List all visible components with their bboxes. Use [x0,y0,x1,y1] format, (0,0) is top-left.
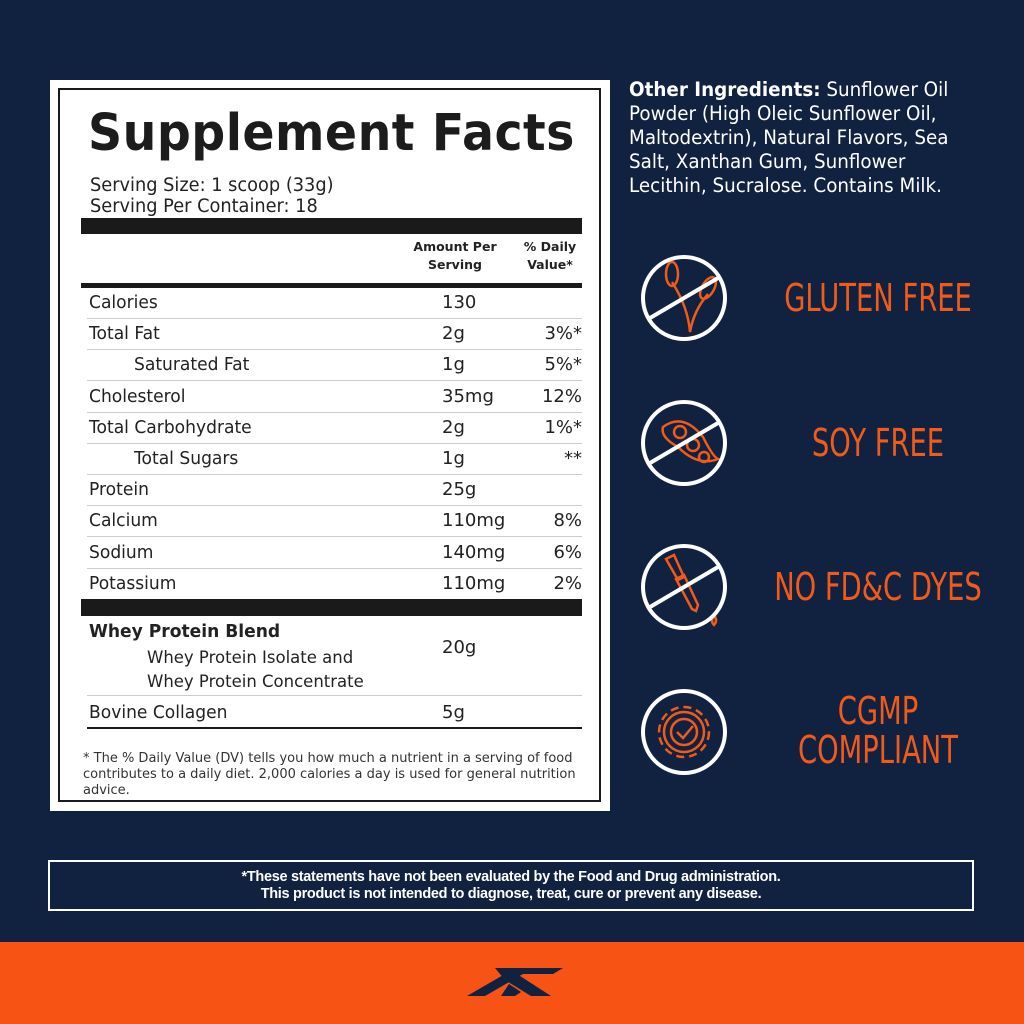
other-label: Other Ingredients: [629,78,821,101]
nutrient-amount: 2g [442,323,465,345]
nutrient-name: Total Fat [89,323,160,345]
nutrient-row: Protein 25g [87,475,582,507]
nutrient-dv: 6% [553,541,582,563]
collagen-name: Bovine Collagen [89,702,228,723]
nutrient-name: Protein [89,479,149,501]
col-amount: Amount Per Serving [413,239,497,272]
disclaimer-line2: This product is not intended to diagnose… [260,886,762,902]
thick-divider [81,599,582,616]
servings-per-container: Serving Per Container: 18 [90,196,318,217]
nutrient-row: Saturated Fat 1g 5%* [87,350,582,382]
nutrient-amount: 25g [442,479,477,501]
blend-sub1: Whey Protein Isolate and [147,648,354,667]
nutrient-dv: ** [564,448,582,469]
nutrient-name: Saturated Fat [134,354,250,376]
fda-disclaimer: *These statements have not been evaluate… [48,860,974,911]
no-soy-icon [641,400,727,486]
badge-no-dyes: NO FD&C DYES [638,541,998,631]
nutrient-row: Calcium 110mg 8% [87,506,582,538]
badge-label: CGMP COMPLIANT [798,689,958,772]
badge-label: NO FD&C DYES [774,565,982,609]
badge-cgmp: CGMP COMPLIANT [638,686,998,776]
facts-border: Supplement Facts Serving Size: 1 scoop (… [58,88,601,802]
nutrient-row: Cholesterol 35mg 12% [87,382,582,413]
no-wheat-icon [641,255,727,341]
badge-gluten-free: GLUTEN FREE [638,252,998,342]
collagen-amount: 5g [442,702,465,723]
blend-sub2: Whey Protein Concentrate [147,672,364,691]
facts-title: Supplement Facts [88,104,575,163]
nutrient-name: Calories [89,292,158,313]
blend-amount: 20g [442,637,477,658]
collagen-row: Bovine Collagen 5g [87,698,582,729]
blend-row: Whey Protein Blend Whey Protein Isolate … [87,621,582,696]
nutrient-dv: 1%* [544,416,582,438]
badge-soy-free: SOY FREE [638,397,998,487]
nutrient-row: Total Sugars 1g ** [87,444,582,475]
badge-label: GLUTEN FREE [784,276,972,320]
reebok-logo [467,968,563,996]
disclaimer-line1: *These statements have not been evaluate… [241,869,781,885]
nutrient-amount: 110mg [442,510,506,532]
gear-check-icon [641,689,727,775]
other-ingredients: Other Ingredients: Sunflower Oil Powder … [629,78,977,198]
nutrient-amount: 110mg [442,572,506,594]
footnote: * The % Daily Value (DV) tells you how m… [83,751,576,798]
nutrient-name: Potassium [89,572,177,594]
nutrient-name: Total Carbohydrate [89,416,252,438]
brand-band [0,942,1024,1024]
nutrient-dv: 12% [541,385,582,407]
supplement-facts-panel: Supplement Facts Serving Size: 1 scoop (… [50,80,610,811]
nutrient-name: Calcium [89,510,158,532]
thick-divider [81,218,582,234]
nutrient-row: Total Fat 2g 3%* [87,319,582,351]
nutrient-row: Total Carbohydrate 2g 1%* [87,413,582,444]
nutrient-row: Sodium 140mg 6% [87,538,582,569]
nutrient-dv: 5%* [544,354,582,376]
nutrient-dv: 8% [553,510,582,532]
serving-size: Serving Size: 1 scoop (33g) [90,175,334,196]
nutrient-amount: 140mg [442,541,506,563]
nutrient-amount: 1g [442,354,465,376]
no-dropper-icon [641,544,727,630]
nutrient-amount: 2g [442,416,465,438]
other-text: Sunflower Oil Powder (High Oleic Sunflow… [629,78,949,197]
nutrient-name: Total Sugars [134,448,239,469]
nutrient-name: Sodium [89,541,154,563]
nutrient-dv: 2% [553,572,582,594]
nutrient-name: Cholesterol [89,385,186,407]
nutrient-amount: 130 [442,292,477,313]
nutrient-row: Potassium 110mg 2% [87,569,582,600]
nutrient-amount: 35mg [442,385,494,407]
nutrient-dv: 3%* [544,323,582,345]
col-dv: % Daily Value* [523,239,577,272]
nutrient-amount: 1g [442,448,465,469]
nutrient-row: Calories 130 [87,288,582,319]
divider [81,283,582,288]
blend-name: Whey Protein Blend [89,621,281,642]
badge-label: SOY FREE [811,421,945,465]
